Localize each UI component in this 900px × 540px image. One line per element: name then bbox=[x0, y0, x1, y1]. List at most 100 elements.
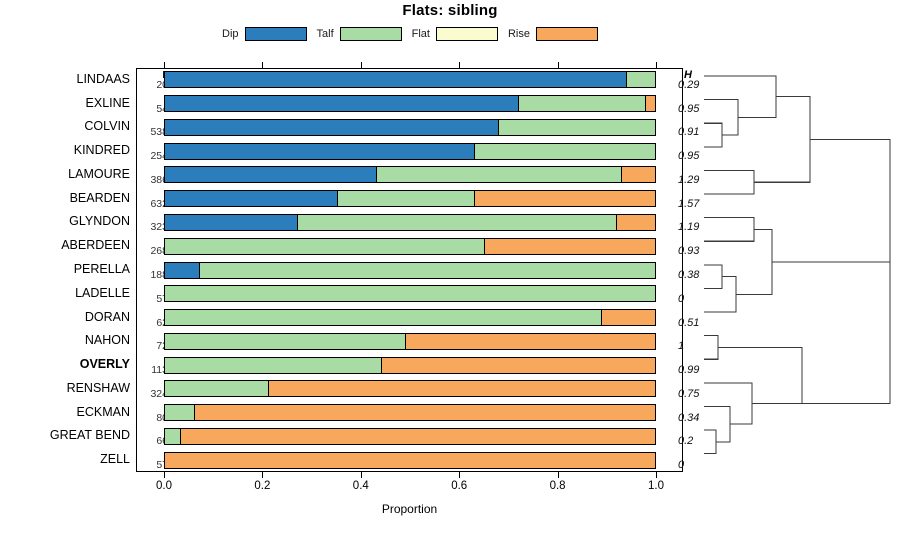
stacked-bar bbox=[164, 404, 656, 422]
n-value: 20 bbox=[156, 78, 168, 91]
bar-segment-talf bbox=[165, 310, 602, 326]
bar-segment-rise bbox=[179, 428, 655, 444]
bar-segment-rise bbox=[380, 357, 655, 373]
h-column-header: H bbox=[684, 69, 692, 81]
legend-label: Talf bbox=[316, 28, 334, 40]
x-axis-tick-label: 0.4 bbox=[352, 480, 369, 492]
x-axis-tick-label: 0.6 bbox=[451, 480, 468, 492]
h-value: 1.19 bbox=[678, 221, 700, 234]
category-label: LINDAAS bbox=[76, 71, 131, 86]
bar-segment-rise bbox=[473, 191, 655, 207]
category-label: ABERDEEN bbox=[61, 238, 130, 253]
h-value: 0 bbox=[678, 459, 685, 472]
bar-segment-talf bbox=[517, 96, 646, 112]
bar-segment-talf bbox=[165, 405, 195, 421]
legend-item-dip: Dip bbox=[222, 27, 307, 41]
n-value: 386 bbox=[150, 173, 168, 186]
n-value: 66 bbox=[156, 435, 168, 448]
x-axis-tick-top bbox=[557, 62, 559, 68]
stacked-bar bbox=[164, 451, 656, 469]
x-axis-tick bbox=[557, 472, 559, 478]
legend-label: Rise bbox=[507, 28, 530, 40]
bar-segment-talf bbox=[498, 119, 655, 135]
bar-segment-talf bbox=[165, 238, 484, 254]
n-value: 254 bbox=[150, 150, 168, 163]
x-axis-tick-top bbox=[164, 62, 165, 68]
x-axis: 0.0 0.2 0.4 0.6 0.8 1.0 bbox=[136, 472, 683, 492]
n-value: 188 bbox=[150, 269, 168, 281]
legend-label: Dip bbox=[222, 28, 239, 40]
legend-swatch bbox=[339, 27, 402, 41]
legend-swatch bbox=[536, 27, 598, 41]
h-value: 0.99 bbox=[678, 364, 700, 377]
category-label: LADELLE bbox=[75, 285, 130, 300]
page-title: Flats: sibling bbox=[402, 2, 498, 19]
bar-segment-dip bbox=[165, 262, 200, 278]
h-value: 0.75 bbox=[678, 387, 700, 400]
stacked-bar bbox=[164, 427, 656, 445]
h-value: 0.2 bbox=[678, 435, 694, 448]
stacked-bar bbox=[164, 95, 656, 113]
h-value: 0.91 bbox=[678, 126, 700, 139]
x-axis-tick-top bbox=[360, 62, 362, 68]
legend-swatch bbox=[244, 27, 307, 41]
category-label: DORAN bbox=[84, 309, 130, 324]
n-value: 268 bbox=[150, 245, 168, 258]
bar-segment-talf bbox=[165, 286, 655, 302]
legend-item-flat: Flat bbox=[412, 27, 498, 41]
n-value: 324 bbox=[150, 387, 168, 400]
bar-segment-rise bbox=[405, 333, 655, 349]
category-label: GREAT BEND bbox=[49, 428, 130, 443]
category-label: GLYNDON bbox=[69, 214, 130, 229]
x-axis-tick bbox=[262, 472, 264, 478]
bar-segment-talf bbox=[165, 357, 381, 373]
stacked-bar bbox=[164, 380, 656, 398]
legend: Dip Talf Flat Rise bbox=[222, 24, 598, 44]
stacked-bar bbox=[164, 142, 656, 160]
bar-segment-talf bbox=[199, 262, 655, 278]
h-value: 1 bbox=[678, 340, 685, 353]
bar-segment-talf bbox=[297, 214, 616, 230]
x-axis-tick-top bbox=[656, 62, 657, 68]
bar-segment-rise bbox=[267, 381, 655, 397]
n-value: 54 bbox=[156, 102, 168, 115]
bar-segment-talf bbox=[473, 143, 655, 159]
bar-segment-talf bbox=[165, 428, 180, 444]
bar-segment-talf bbox=[375, 167, 621, 183]
n-value: 57 bbox=[156, 292, 168, 305]
category-label: COLVIN bbox=[84, 119, 130, 134]
category-label: PERELLA bbox=[73, 262, 130, 276]
stacked-bar bbox=[164, 309, 656, 327]
h-value: 0.51 bbox=[678, 316, 700, 329]
x-axis-tick-top bbox=[262, 62, 264, 68]
category-label: LAMOURE bbox=[68, 166, 130, 181]
bar-segment-talf bbox=[625, 72, 655, 88]
x-axis-tick-label: 0.2 bbox=[254, 480, 271, 492]
bar-segment-dip bbox=[165, 167, 376, 183]
bar-segment-rise bbox=[645, 96, 655, 112]
stacked-bar bbox=[164, 285, 656, 303]
stacked-bar bbox=[164, 213, 656, 231]
bar-segment-dip bbox=[165, 143, 474, 159]
n-value: 57 bbox=[156, 459, 168, 472]
category-label: KINDRED bbox=[73, 143, 130, 158]
bar-segment-dip bbox=[165, 119, 499, 135]
n-value: 323 bbox=[150, 221, 168, 234]
n-value: 62 bbox=[156, 316, 168, 329]
n-value: 113 bbox=[151, 364, 168, 377]
bar-segment-rise bbox=[620, 167, 655, 183]
bar-segment-dip bbox=[165, 214, 298, 230]
stacked-bar bbox=[164, 166, 656, 184]
bar-segment-talf bbox=[336, 191, 474, 207]
x-axis-tick-label: 0.8 bbox=[549, 480, 566, 492]
x-axis-tick-label: 0.0 bbox=[156, 480, 172, 492]
category-label: EXLINE bbox=[85, 95, 130, 110]
stacked-bar bbox=[164, 237, 656, 255]
h-value: 0.34 bbox=[678, 411, 700, 424]
stacked-bar bbox=[164, 332, 656, 350]
bar-segment-dip bbox=[165, 96, 518, 112]
x-axis-tick bbox=[656, 472, 657, 478]
dendrogram bbox=[690, 68, 900, 472]
legend-item-talf: Talf bbox=[317, 27, 402, 41]
